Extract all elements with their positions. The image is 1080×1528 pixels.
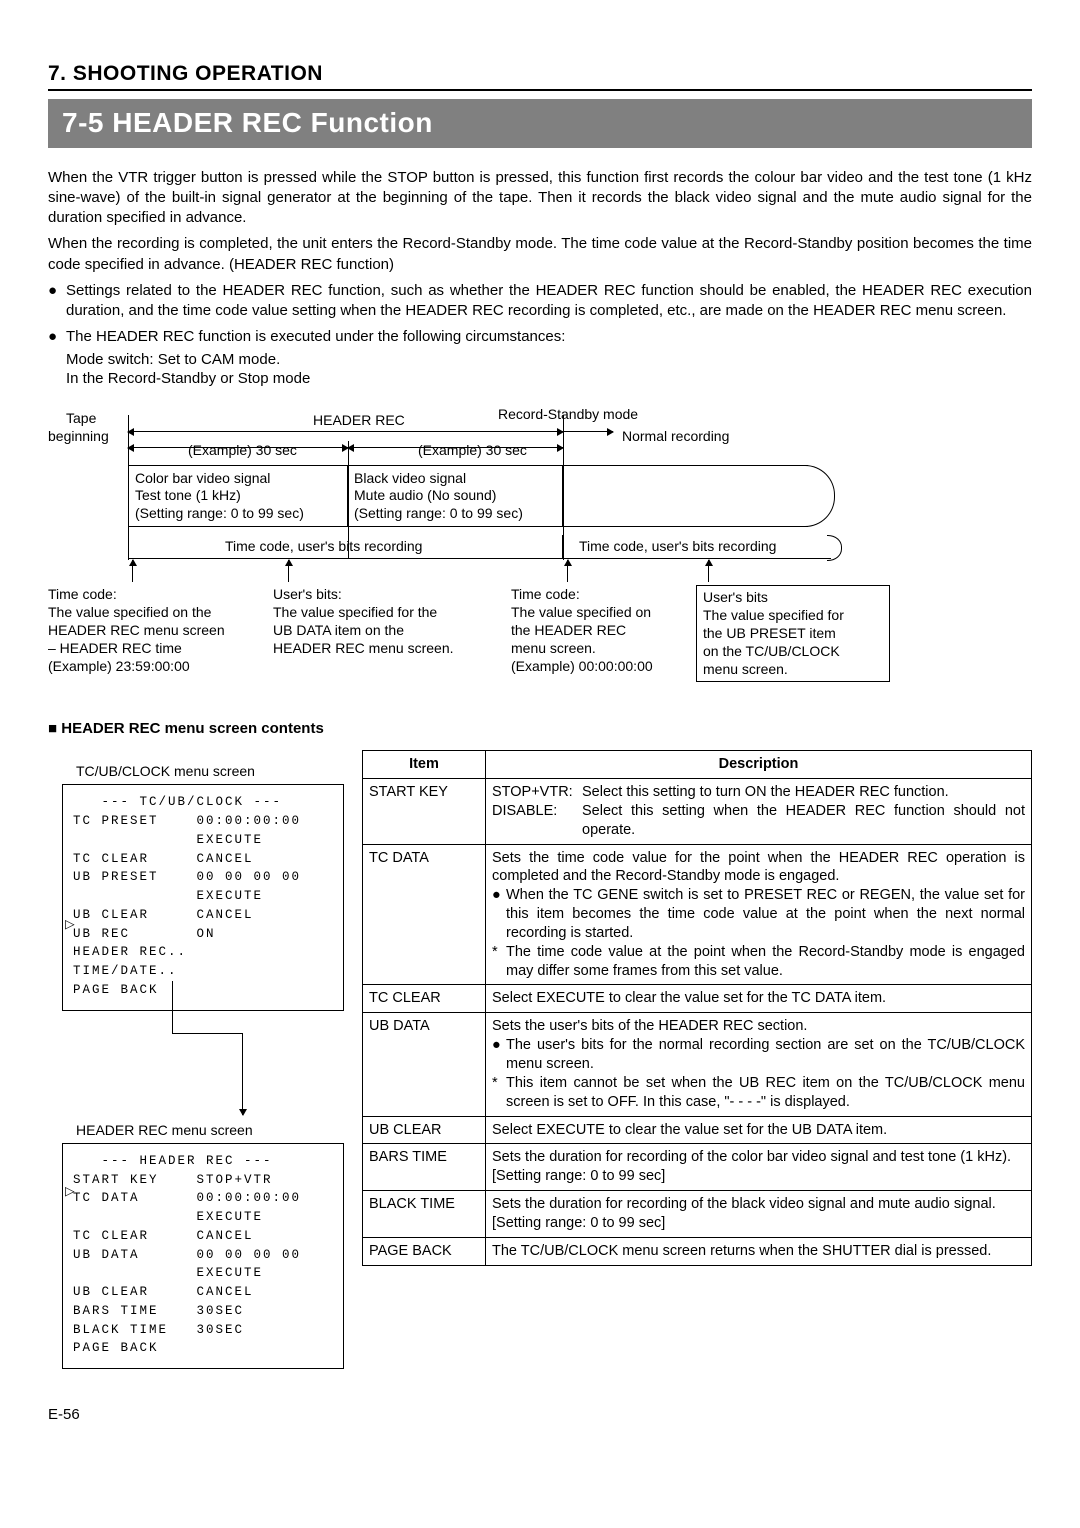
bullet-2-line-1: Mode switch: Set to CAM mode. — [66, 350, 1032, 370]
page-number: E-56 — [48, 1405, 1032, 1425]
timing-diagram: Tape beginning HEADER REC Record-Standby… — [48, 405, 1032, 695]
section-title: 7-5 HEADER REC Function — [48, 99, 1032, 147]
table-row: TC DATA Sets the time code value for the… — [363, 844, 1032, 985]
bullet-1: ● Settings related to the HEADER REC fun… — [48, 281, 1032, 322]
menu2-title: HEADER REC menu screen — [76, 1121, 338, 1139]
subheading-menu-contents: HEADER REC menu screen contents — [48, 719, 1032, 739]
example-30-2: (Example) 30 sec — [418, 441, 527, 459]
paragraph-1: When the VTR trigger button is pressed w… — [48, 168, 1032, 229]
table-row: PAGE BACK The TC/UB/CLOCK menu screen re… — [363, 1237, 1032, 1265]
tc-row-right: Time code, user's bits recording — [563, 535, 831, 559]
note-ub-right: User's bits The value specified for the … — [696, 585, 890, 682]
paragraph-2: When the recording is completed, the uni… — [48, 234, 1032, 275]
tape-label-1: Tape — [66, 409, 96, 427]
table-row: BARS TIME Sets the duration for recordin… — [363, 1144, 1032, 1191]
box-colorbar: Color bar video signal Test tone (1 kHz)… — [128, 465, 348, 527]
table-row: TC CLEAR Select EXECUTE to clear the val… — [363, 985, 1032, 1013]
th-desc: Description — [486, 751, 1032, 779]
note-ub-left: User's bits: The value specified for the… — [273, 585, 483, 658]
bullet-2-line-2: In the Record-Standby or Stop mode — [66, 369, 1032, 389]
items-table: Item Description START KEY STOP+VTR:Sele… — [362, 750, 1032, 1265]
table-row: UB CLEAR Select EXECUTE to clear the val… — [363, 1116, 1032, 1144]
th-item: Item — [363, 751, 486, 779]
tc-row-left: Time code, user's bits recording — [128, 535, 563, 559]
note-tc-right: Time code: The value specified on the HE… — [511, 585, 691, 676]
table-row: START KEY STOP+VTR:Select this setting t… — [363, 779, 1032, 845]
note-tc-left: Time code: The value specified on the HE… — [48, 585, 248, 676]
rec-standby-label: Record-Standby mode — [498, 405, 638, 423]
example-30-1: (Example) 30 sec — [188, 441, 297, 459]
menu1-title: TC/UB/CLOCK menu screen — [76, 762, 338, 780]
header-rec-label: HEADER REC — [313, 411, 405, 429]
normal-rec-label: Normal recording — [622, 427, 729, 445]
menu2-box: ▷ --- HEADER REC --- START KEY STOP+VTR … — [62, 1143, 344, 1369]
tape-label-2: beginning — [48, 427, 109, 445]
menu1-box: ▷ --- TC/UB/CLOCK --- TC PRESET 00:00:00… — [62, 784, 344, 1010]
bullet-2: ● The HEADER REC function is executed un… — [48, 327, 1032, 347]
table-row: BLACK TIME Sets the duration for recordi… — [363, 1191, 1032, 1238]
chapter-heading: 7. SHOOTING OPERATION — [48, 60, 1032, 91]
box-black: Black video signal Mute audio (No sound)… — [348, 465, 563, 527]
table-row: UB DATA Sets the user's bits of the HEAD… — [363, 1013, 1032, 1116]
